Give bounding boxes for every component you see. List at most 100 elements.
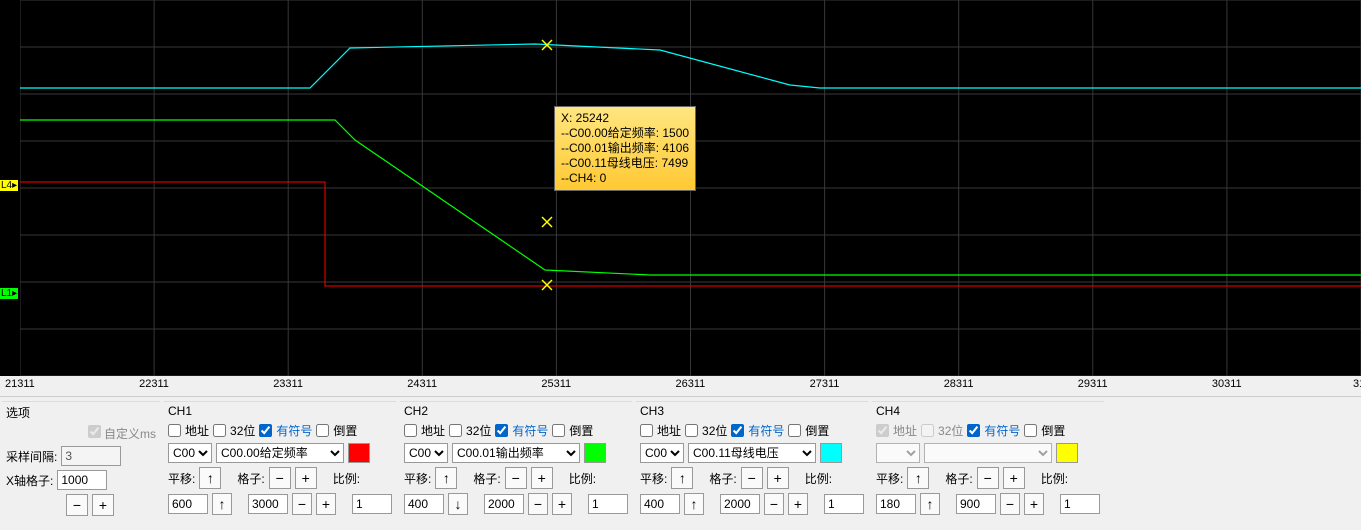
shift-label: 平移: [168,470,195,487]
color-swatch[interactable] [820,443,842,463]
bit32-checkbox[interactable] [449,424,462,437]
x-axis-tick: 28311 [944,378,974,390]
shift-down-button[interactable]: ↑ [920,493,940,515]
l1-marker: L1▸ [0,288,18,299]
invert-checkbox[interactable] [788,424,801,437]
channel-panel-ch2: CH2 地址 32位 有符号 倒置 C00 C00.01输出频率 平移: ↑ 格… [400,401,632,526]
x-grid-input[interactable] [57,470,107,490]
addr-label: 地址 [657,422,681,439]
grid-minus2-button[interactable]: − [764,493,784,515]
x-grid-minus-button[interactable]: − [66,494,88,516]
shift-input[interactable] [404,494,444,514]
bit32-label: 32位 [938,422,963,439]
grid-minus-button[interactable]: − [269,467,291,489]
grid-minus2-button[interactable]: − [292,493,312,515]
ratio-input[interactable] [824,494,864,514]
bit32-label: 32位 [466,422,491,439]
ratio-input[interactable] [1060,494,1100,514]
grid-plus-button[interactable]: + [1003,467,1025,489]
shift-label: 平移: [876,470,903,487]
x-axis-tick: 31 [1353,378,1361,390]
grid-label: 格子: [237,470,264,487]
ratio-input[interactable] [352,494,392,514]
grid-minus2-button[interactable]: − [528,493,548,515]
invert-checkbox[interactable] [552,424,565,437]
grid-plus-button[interactable]: + [767,467,789,489]
addr-code-select [876,443,920,463]
grid-plus-button[interactable]: + [295,467,317,489]
param-select[interactable]: C00.01输出频率 [452,443,580,463]
grid-minus-button[interactable]: − [505,467,527,489]
signed-checkbox[interactable] [731,424,744,437]
color-swatch[interactable] [584,443,606,463]
cursor-tooltip: X: 25242--C00.00给定频率: 1500--C00.01输出频率: … [554,106,696,191]
grid-plus-button[interactable]: + [531,467,553,489]
addr-label: 地址 [893,422,917,439]
shift-input[interactable] [640,494,680,514]
grid-minus-button[interactable]: − [741,467,763,489]
grid-minus2-button[interactable]: − [1000,493,1020,515]
shift-down-button[interactable]: ↓ [448,493,468,515]
bit32-checkbox[interactable] [685,424,698,437]
color-swatch[interactable] [348,443,370,463]
grid-plus2-button[interactable]: + [1024,493,1044,515]
param-select [924,443,1052,463]
ratio-input[interactable] [588,494,628,514]
grid-plus2-button[interactable]: + [788,493,808,515]
bit32-checkbox[interactable] [213,424,226,437]
grid-plus2-button[interactable]: + [552,493,572,515]
invert-label: 倒置 [805,422,829,439]
addr-checkbox[interactable] [168,424,181,437]
color-swatch[interactable] [1056,443,1078,463]
channel-panel-ch1: CH1 地址 32位 有符号 倒置 C00 C00.00给定频率 平移: ↑ 格… [164,401,396,526]
shift-input[interactable] [168,494,208,514]
shift-up-button[interactable]: ↑ [907,467,929,489]
x-axis-labels: 2131122311233112431125311263112731128311… [0,376,1361,396]
invert-label: 倒置 [1041,422,1065,439]
signed-checkbox[interactable] [259,424,272,437]
param-select[interactable]: C00.11母线电压 [688,443,816,463]
custom-ms-checkbox [88,425,101,438]
signed-checkbox[interactable] [967,424,980,437]
tooltip-line: --C00.01输出频率: 4106 [561,141,689,156]
shift-down-button[interactable]: ↑ [212,493,232,515]
shift-down-button[interactable]: ↑ [684,493,704,515]
ratio-label: 比例: [333,470,360,487]
invert-checkbox[interactable] [1024,424,1037,437]
param-select[interactable]: C00.00给定频率 [216,443,344,463]
signed-label: 有符号 [984,422,1020,439]
grid-input[interactable] [720,494,760,514]
ratio-label: 比例: [805,470,832,487]
invert-checkbox[interactable] [316,424,329,437]
shift-up-button[interactable]: ↑ [199,467,221,489]
sample-interval-label: 采样间隔: [6,448,57,465]
grid-label: 格子: [945,470,972,487]
shift-input[interactable] [876,494,916,514]
shift-label: 平移: [640,470,667,487]
shift-up-button[interactable]: ↑ [671,467,693,489]
sample-interval-input [61,446,121,466]
x-grid-label: X轴格子: [6,472,53,489]
grid-minus-button[interactable]: − [977,467,999,489]
addr-code-select[interactable]: C00 [404,443,448,463]
invert-label: 倒置 [333,422,357,439]
addr-checkbox[interactable] [640,424,653,437]
grid-input[interactable] [484,494,524,514]
oscilloscope-chart[interactable]: L4▸ L1▸ X: 25242--C00.00给定频率: 1500--C00.… [0,0,1361,376]
grid-input[interactable] [248,494,288,514]
x-grid-plus-button[interactable]: + [92,494,114,516]
addr-code-select[interactable]: C00 [168,443,212,463]
control-panel: 选项 自定义ms 采样间隔: X轴格子: − + CH1 地址 32位 有符号 [0,396,1361,530]
addr-code-select[interactable]: C00 [640,443,684,463]
addr-label: 地址 [185,422,209,439]
tooltip-line: X: 25242 [561,111,689,126]
shift-up-button[interactable]: ↑ [435,467,457,489]
signed-label: 有符号 [748,422,784,439]
signed-checkbox[interactable] [495,424,508,437]
channel-panel-ch3: CH3 地址 32位 有符号 倒置 C00 C00.11母线电压 平移: ↑ 格… [636,401,868,526]
grid-input[interactable] [956,494,996,514]
addr-checkbox[interactable] [404,424,417,437]
x-axis-tick: 24311 [407,378,437,390]
bit32-checkbox [921,424,934,437]
grid-plus2-button[interactable]: + [316,493,336,515]
